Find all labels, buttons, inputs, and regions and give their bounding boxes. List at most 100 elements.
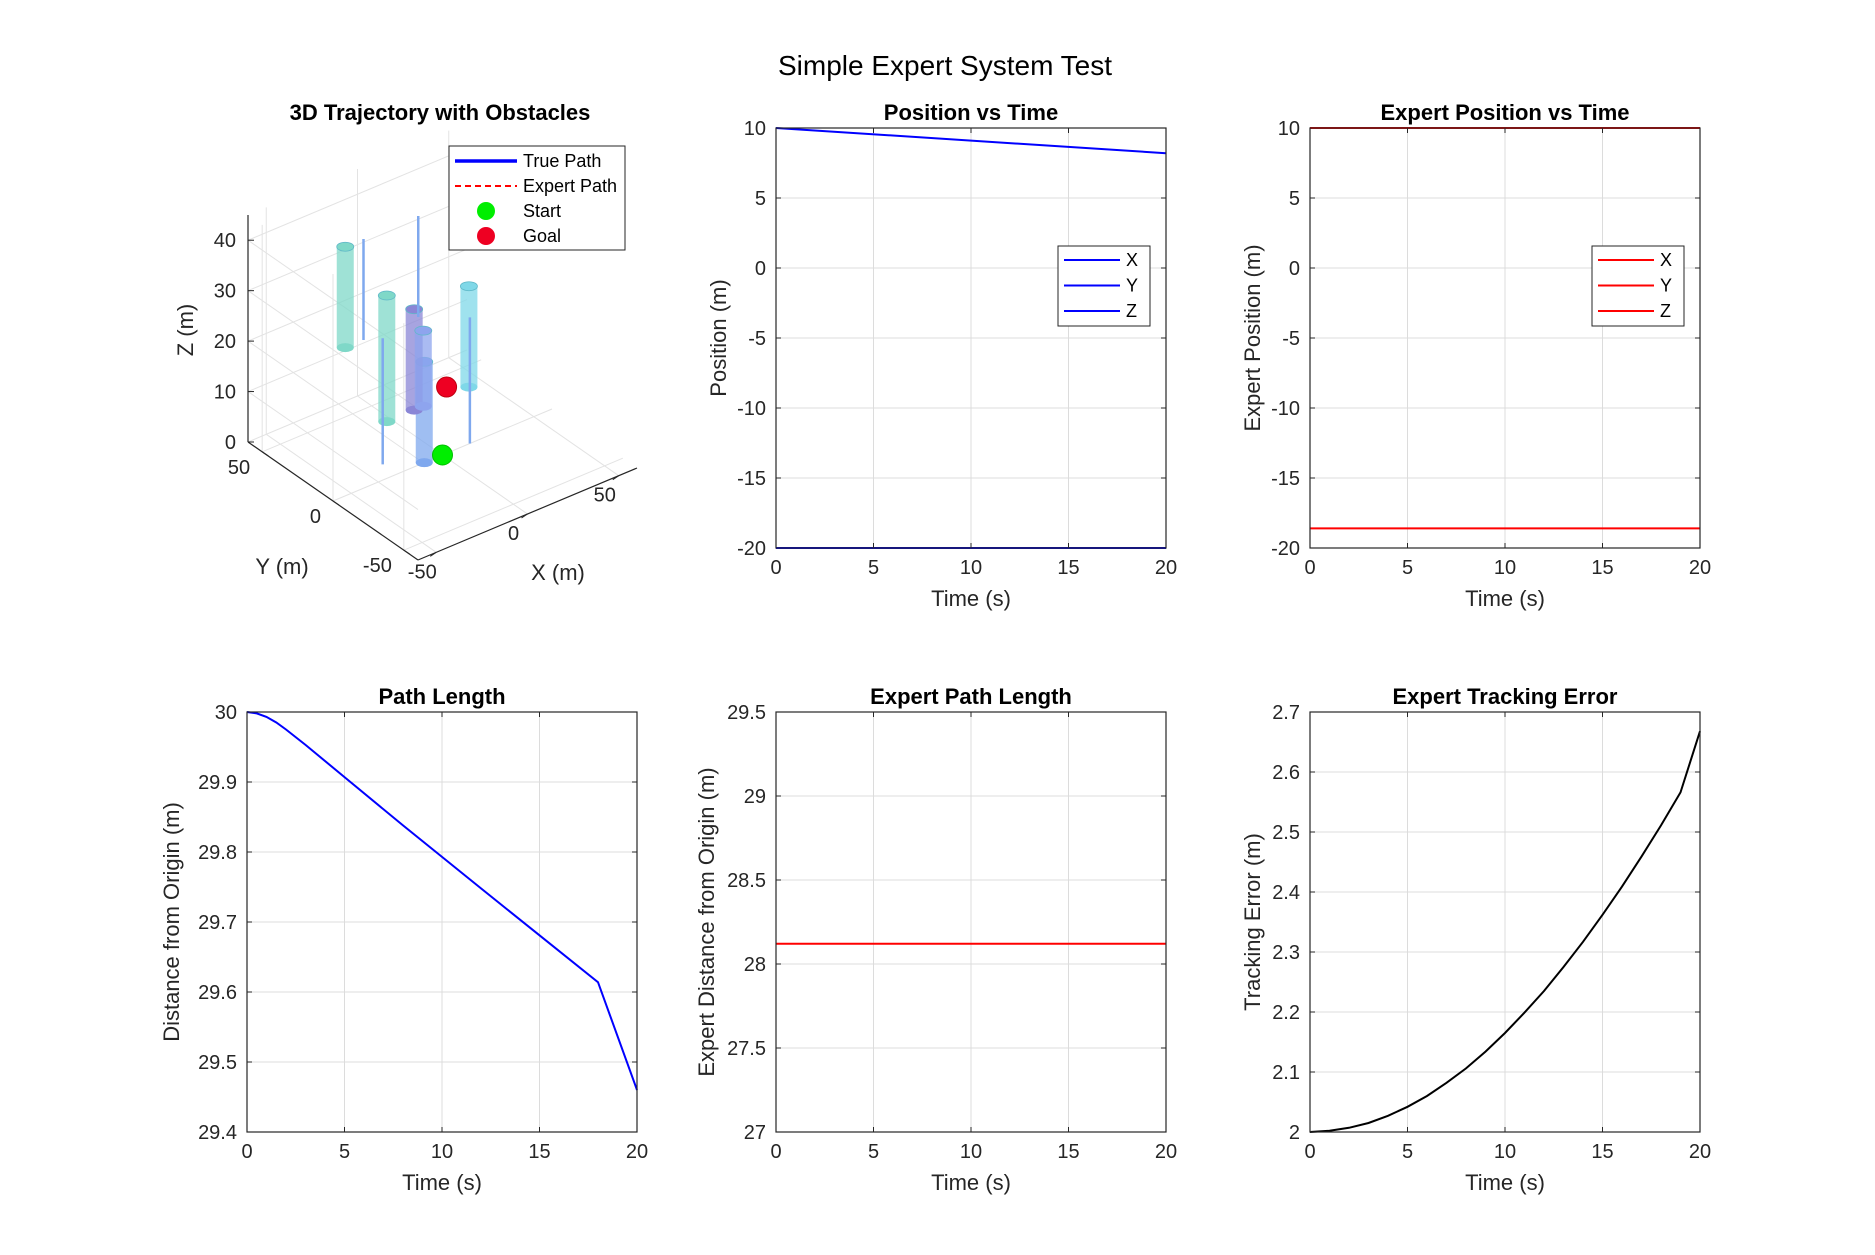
- x-tick-label: 10: [1494, 1141, 1516, 1163]
- legend-label-y: Y: [1660, 276, 1672, 296]
- x-tick-label: 0: [241, 1141, 252, 1163]
- y-tick-label: 0: [1289, 258, 1300, 280]
- obstacle-cap: [414, 325, 433, 336]
- x-tick-label: 0: [508, 523, 519, 545]
- y-tick-label: 29: [744, 786, 766, 808]
- grid-line-wall-z: [247, 340, 419, 460]
- obstacle-base: [414, 401, 432, 411]
- series-line-0: [1309, 730, 1701, 1133]
- x-tick-label: 0: [770, 1141, 781, 1163]
- y-tick-label: 29.6: [198, 982, 237, 1004]
- y-tick-label: 29.7: [198, 912, 237, 934]
- obstacle-base: [415, 458, 433, 468]
- series-line-0: [246, 711, 638, 1091]
- chart-title: Path Length: [378, 684, 505, 709]
- grid-line-wall-z: [247, 198, 468, 292]
- x-tick-label: 10: [960, 1141, 982, 1163]
- obstacle-cap: [377, 290, 396, 301]
- y-tick-mark: [403, 549, 411, 555]
- obstacle-cylinder: [336, 246, 354, 348]
- subplot-traj3d: -50 0 50 -50 0 50 0 10 20 30 40 X (m) Y (m) Z (m) 3D T…: [173, 100, 638, 585]
- y-tick-label: 5: [1289, 188, 1300, 210]
- x-tick-label: 15: [528, 1141, 550, 1163]
- grid-line-wall-z: [247, 248, 468, 342]
- y-tick-label: -5: [1282, 328, 1300, 350]
- obstacle-base: [336, 343, 354, 353]
- x-tick-label: 50: [594, 485, 616, 507]
- y-tick-mark: [261, 451, 269, 457]
- y-tick-label: 2.7: [1272, 702, 1300, 724]
- x-tick-mark: [612, 475, 620, 481]
- legend-label-true-path: True Path: [523, 151, 601, 171]
- y-tick-label: 29.5: [198, 1052, 237, 1074]
- grid-line-wall-z: [247, 391, 419, 510]
- x-tick-label: 15: [1591, 1141, 1613, 1163]
- x-tick-label: 20: [1155, 557, 1177, 579]
- x-tick-label: 10: [431, 1141, 453, 1163]
- x-tick-label: 5: [1402, 1141, 1413, 1163]
- x-axis-label: Time (s): [1465, 586, 1545, 611]
- z-axis-label: Z (m): [173, 304, 198, 357]
- legend-label-x: X: [1660, 250, 1672, 270]
- y-tick-label: 2.3: [1272, 942, 1300, 964]
- y-tick-label: -20: [737, 538, 766, 560]
- x-axis-label: Time (s): [1465, 1170, 1545, 1195]
- y-tick-label: 2.5: [1272, 822, 1300, 844]
- grid-line-wall-z: [247, 147, 468, 241]
- chart-title: Expert Position vs Time: [1380, 100, 1629, 125]
- y-tick-label: 2.2: [1272, 1002, 1300, 1024]
- y-tick-label: 28: [744, 954, 766, 976]
- y-tick-label: 30: [215, 702, 237, 724]
- x-tick-label: 20: [626, 1141, 648, 1163]
- x-tick-label: 20: [1155, 1141, 1177, 1163]
- chart-title: 3D Trajectory with Obstacles: [290, 100, 591, 125]
- legend-label-y: Y: [1126, 276, 1138, 296]
- y-tick-label: -20: [1271, 538, 1300, 560]
- x-tick-label: 10: [960, 557, 982, 579]
- start-marker: [432, 444, 453, 466]
- y-tick-label: 10: [744, 118, 766, 140]
- goal-marker: [436, 376, 458, 398]
- y-tick-label: 2.6: [1272, 762, 1300, 784]
- z-tick-label: 20: [214, 331, 236, 353]
- legend-label-start: Start: [523, 201, 561, 221]
- y-tick-label: 28.5: [727, 870, 766, 892]
- x-tick-label: 15: [1057, 557, 1079, 579]
- obstacle-cap: [336, 241, 355, 252]
- y-tick-label: 10: [1278, 118, 1300, 140]
- x-axis-label: X (m): [531, 560, 585, 585]
- z-tick-label: 30: [214, 281, 236, 303]
- y-axis-label: Y (m): [255, 554, 308, 579]
- grid-line-wall-z: [247, 299, 468, 393]
- x-tick-label: 20: [1689, 1141, 1711, 1163]
- legend-label-expert-path: Expert Path: [523, 176, 617, 196]
- z-tick-label: 40: [214, 230, 236, 252]
- x-tick-label: 0: [1304, 1141, 1315, 1163]
- x-tick-label: 15: [1057, 1141, 1079, 1163]
- y-tick-label: -10: [737, 398, 766, 420]
- legend: XYZ: [1591, 245, 1685, 327]
- y-tick-label: -5: [748, 328, 766, 350]
- y-tick-label: 5: [755, 188, 766, 210]
- legend: XYZ: [1057, 245, 1151, 327]
- legend-label-goal: Goal: [523, 226, 561, 246]
- x-tick-label: 5: [339, 1141, 350, 1163]
- x-tick-label: 10: [1494, 557, 1516, 579]
- y-tick-label: 29.5: [727, 702, 766, 724]
- x-tick-mark: [521, 513, 528, 519]
- y-tick-label: 2.1: [1272, 1062, 1300, 1084]
- y-axis-label: Distance from Origin (m): [159, 802, 184, 1042]
- legend: True Path Expert Path Start Goal: [448, 145, 626, 251]
- figure-suptitle: Simple Expert System Test: [778, 50, 1112, 81]
- y-tick-label: -15: [737, 468, 766, 490]
- y-tick-label: 29.8: [198, 842, 237, 864]
- x-tick-mark: [429, 551, 437, 557]
- chart-title: Expert Path Length: [870, 684, 1072, 709]
- obstacle-cap: [460, 281, 478, 292]
- x-tick-label: 20: [1689, 557, 1711, 579]
- legend-label-z: Z: [1660, 301, 1671, 321]
- subplot-pathlen: 0 5 10 15 20 29.4 29.5 29.6 29.7 29.8 29.9 30 Path L…: [159, 684, 648, 1195]
